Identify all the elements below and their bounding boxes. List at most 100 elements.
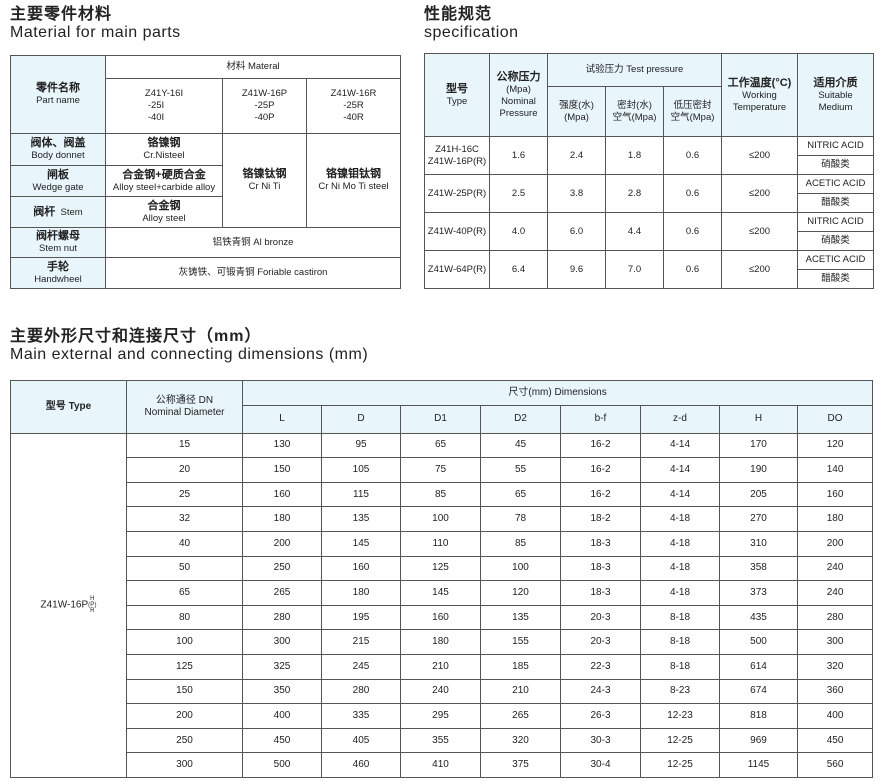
dimension-cell-do: 160 [796, 481, 874, 508]
nominal-diameter-cell: 150 [126, 678, 243, 705]
dimension-cell-h: 435 [719, 604, 798, 631]
dimensions-table: 型号 Type 公称通径 DN Nominal Diameter 尺寸(mm) D… [10, 380, 874, 778]
dimension-cell-h: 1145 [719, 752, 798, 778]
seal-header: 密封(水) 空气(Mpa) [605, 86, 664, 137]
type-value: Z41W-25P(R) [427, 187, 487, 199]
materials-table: 零件名称 Part name 材料 Materal Z41Y-16I -25I -40… [10, 55, 401, 289]
dimension-cell-d1: 100 [400, 506, 481, 532]
dimension-cell-l: 160 [242, 481, 322, 508]
type-suffix-letter: H [90, 596, 95, 603]
working-temperature-cell: ≤200 [721, 136, 798, 175]
type-value: Z41H-16C [435, 143, 479, 155]
type-header: 型号 Type [10, 380, 127, 434]
dimension-cell-b-f: 20-3 [560, 629, 641, 655]
dimension-cell-do: 240 [796, 580, 874, 606]
dimension-cell-h: 358 [719, 555, 798, 582]
working-temperature-cell: ≤200 [721, 174, 798, 213]
column-header-b-f: b-f [560, 404, 641, 434]
dimension-cell-d2: 85 [480, 530, 561, 557]
part-name-header: 零件名称 Part name [10, 55, 106, 134]
working-temperature-cell: ≤200 [721, 250, 798, 289]
strength-pressure-cell: 3.8 [547, 174, 606, 213]
dimensions-title: 主要外形尺寸和连接尺寸（mm） Main external and connec… [10, 328, 368, 364]
column-header-d: D [321, 404, 401, 434]
dimension-cell-h: 373 [719, 580, 798, 606]
dimension-cell-do: 300 [796, 629, 874, 655]
dimension-cell-z-d: 8-18 [640, 604, 720, 631]
dimension-cell-d2: 265 [480, 703, 561, 729]
dimension-cell-do: 200 [796, 530, 874, 557]
dimension-cell-d1: 145 [400, 580, 481, 606]
nominal-pressure-cell: 2.5 [489, 174, 548, 213]
dimension-cell-d2: 155 [480, 629, 561, 655]
dimension-cell-b-f: 20-3 [560, 604, 641, 631]
dimension-cell-l: 300 [242, 629, 322, 655]
dimension-cell-d1: 125 [400, 555, 481, 582]
dimension-cell-d: 405 [321, 727, 401, 754]
medium-en-cell: NITRIC ACID [797, 136, 874, 156]
dimension-cell-l: 325 [242, 653, 322, 680]
material-header: 材料 Materal [105, 55, 401, 79]
dimension-cell-z-d: 4-14 [640, 481, 720, 508]
nominal-diameter-cell: 300 [126, 752, 243, 778]
dimension-cell-l: 250 [242, 555, 322, 582]
strength-pressure-cell: 2.4 [547, 136, 606, 175]
dimension-cell-b-f: 22-3 [560, 653, 641, 680]
type-value: Z41W-40P(R) [427, 225, 487, 237]
dimension-cell-h: 614 [719, 653, 798, 680]
dimension-cell-z-d: 8-18 [640, 629, 720, 655]
dimension-cell-do: 360 [796, 678, 874, 705]
table-row: 250 450 405 355 320 30-3 12-25 969 450 [11, 727, 874, 754]
seal-pressure-cell: 2.8 [605, 174, 664, 213]
dimension-cell-l: 280 [242, 604, 322, 631]
dimension-cell-d2: 45 [480, 432, 561, 459]
type-value-2: Z41W-16P(R) [427, 155, 487, 167]
spec-row: Z41W-64P(R) 6.4 9.6 7.0 0.6 ≤200 ACETIC ACID [424, 250, 874, 289]
seal-pressure-cell: 4.4 [605, 212, 664, 251]
dimension-cell-d2: 78 [480, 506, 561, 532]
medium-cn-cell: 硝酸类 [797, 231, 874, 251]
table-row: 65 265 180 145 120 18-3 4-18 373 240 [11, 580, 874, 606]
column-header-l: L [242, 404, 322, 434]
dimension-cell-l: 500 [242, 752, 322, 778]
dimension-cell-d2: 120 [480, 580, 561, 606]
dimension-cell-d1: 210 [400, 653, 481, 680]
part-handwheel: 手轮 Handwheel [10, 257, 106, 289]
test-pressure-header: 试验压力 Test pressure [547, 53, 722, 87]
dimension-cell-h: 310 [719, 530, 798, 557]
medium-en-cell: NITRIC ACID [797, 212, 874, 232]
materials-title-en: Material for main parts [10, 24, 181, 41]
nominal-diameter-cell: 50 [126, 555, 243, 582]
dimension-cell-d1: 85 [400, 481, 481, 508]
spec-title-cn: 性能规范 [424, 6, 493, 23]
dimension-cell-b-f: 16-2 [560, 432, 641, 459]
gate-material: 合金钢+硬质合金 Alloy steel+carbide alloy [105, 165, 223, 197]
dimension-cell-d2: 135 [480, 604, 561, 631]
handwheel-material: 灰铸铁、可锻青铜 Foriable castiron [105, 257, 401, 289]
dimension-cell-d2: 55 [480, 457, 561, 483]
material-cr-ni-ti: 铬镍钛钢 Cr Ni Ti [222, 133, 307, 228]
table-row: 300 500 460 410 375 30-4 12-25 1145 560 [11, 752, 874, 778]
model-col-1: Z41Y-16I -25I -40I [105, 78, 223, 134]
dimension-cell-d1: 295 [400, 703, 481, 729]
low-seal-header: 低压密封 空气(Mpa) [663, 86, 722, 137]
dimensions-header: 尺寸(mm) Dimensions [241, 380, 874, 406]
column-header-d2: D2 [480, 404, 561, 434]
seal-pressure-cell: 1.8 [605, 136, 664, 175]
dimension-cell-b-f: 18-3 [560, 530, 641, 557]
table-row: 20 150 105 75 55 16-2 4-14 190 140 [11, 457, 874, 483]
dimension-cell-d1: 75 [400, 457, 481, 483]
type-suffix-letter: R [90, 608, 95, 615]
dimension-cell-do: 120 [796, 432, 874, 459]
dimension-cell-d: 145 [321, 530, 401, 557]
dimension-cell-d: 180 [321, 580, 401, 606]
nominal-diameter-header: 公称通径 DN Nominal Diameter [126, 380, 243, 434]
dimension-cell-b-f: 30-4 [560, 752, 641, 778]
nominal-diameter-cell: 200 [126, 703, 243, 729]
dimension-cell-z-d: 12-25 [640, 727, 720, 754]
body-material: 铬镍钢 Cr.Nisteel [105, 133, 223, 166]
dimension-cell-do: 400 [796, 703, 874, 729]
strength-header: 强度(水) (Mpa) [547, 86, 606, 137]
dimension-cell-h: 969 [719, 727, 798, 754]
